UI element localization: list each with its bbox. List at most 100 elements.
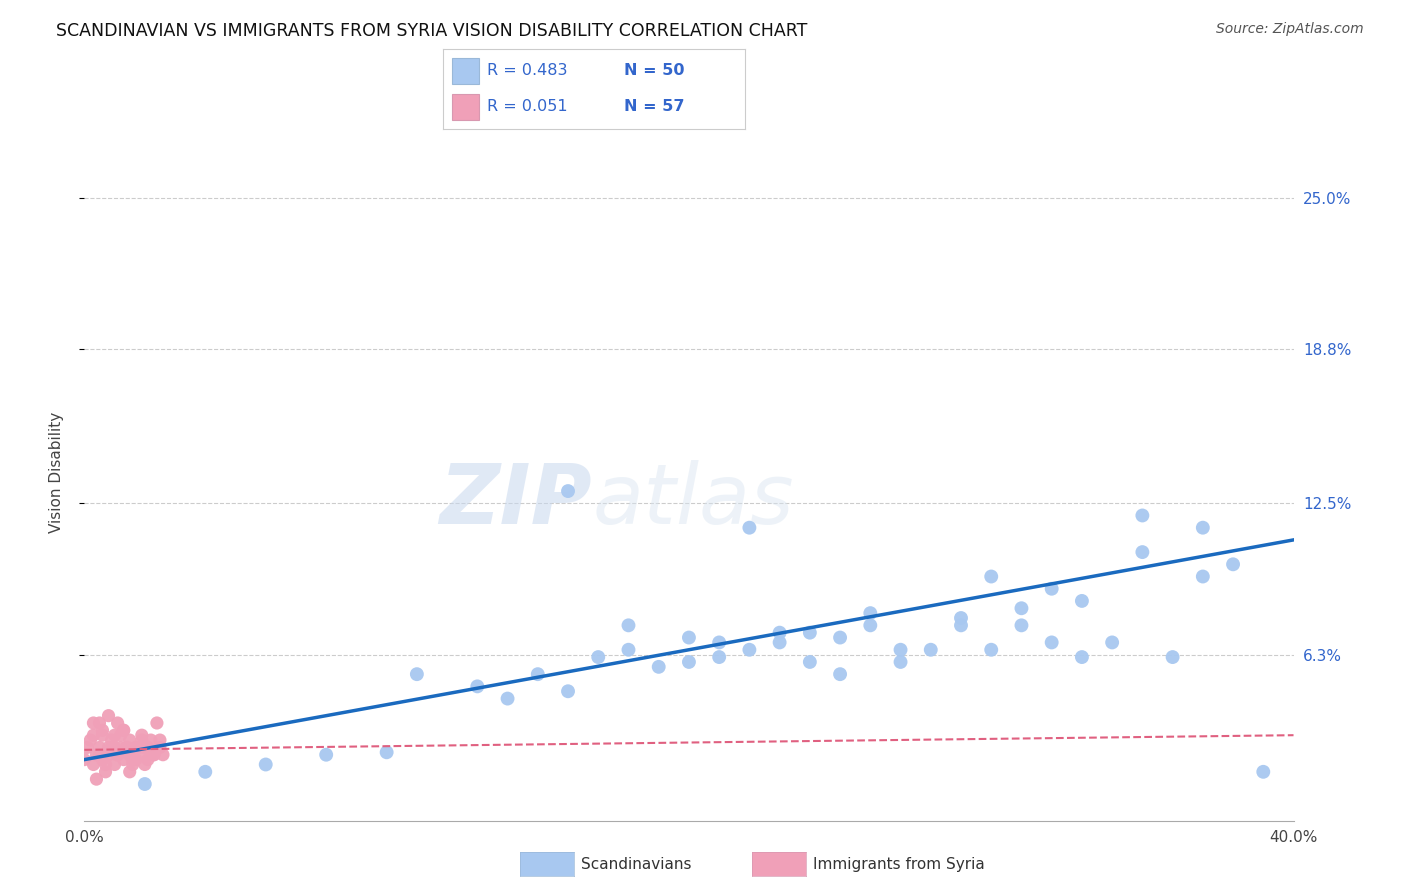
- Point: [1161, 650, 1184, 665]
- Point: [121, 757, 143, 772]
- Point: [82, 716, 104, 731]
- Text: N = 57: N = 57: [624, 99, 685, 114]
- Point: [104, 757, 127, 772]
- Point: [799, 655, 821, 669]
- Point: [738, 521, 761, 535]
- Point: [134, 740, 156, 755]
- Point: [980, 642, 1002, 657]
- Text: atlas: atlas: [592, 460, 794, 541]
- Point: [100, 733, 122, 747]
- Point: [142, 747, 165, 762]
- Text: N = 50: N = 50: [624, 63, 685, 78]
- Point: [100, 740, 122, 755]
- Point: [73, 753, 96, 767]
- Point: [738, 642, 761, 657]
- Point: [152, 747, 174, 762]
- Point: [79, 733, 101, 747]
- Point: [557, 484, 579, 499]
- Text: Immigrants from Syria: Immigrants from Syria: [813, 857, 984, 871]
- Point: [91, 753, 114, 767]
- Point: [139, 747, 162, 762]
- Point: [112, 753, 135, 767]
- Text: R = 0.483: R = 0.483: [486, 63, 567, 78]
- Point: [950, 611, 973, 625]
- Text: ZIP: ZIP: [440, 460, 592, 541]
- Point: [136, 753, 159, 767]
- Text: Scandinavians: Scandinavians: [581, 857, 692, 871]
- Point: [557, 684, 579, 698]
- Point: [139, 733, 162, 747]
- Point: [104, 728, 127, 742]
- Point: [1130, 508, 1153, 523]
- Point: [1192, 569, 1215, 583]
- Point: [128, 740, 150, 755]
- Point: [128, 747, 150, 762]
- Point: [1130, 545, 1153, 559]
- Text: SCANDINAVIAN VS IMMIGRANTS FROM SYRIA VISION DISABILITY CORRELATION CHART: SCANDINAVIAN VS IMMIGRANTS FROM SYRIA VI…: [56, 22, 807, 40]
- Point: [112, 723, 135, 738]
- Point: [118, 747, 141, 762]
- Point: [1071, 594, 1094, 608]
- Point: [950, 618, 973, 632]
- Point: [617, 642, 640, 657]
- Point: [94, 757, 117, 772]
- Point: [980, 569, 1002, 583]
- Point: [194, 764, 217, 779]
- Point: [91, 728, 114, 742]
- Point: [920, 642, 942, 657]
- Point: [149, 733, 172, 747]
- Point: [91, 723, 114, 738]
- Point: [107, 716, 129, 731]
- Point: [1253, 764, 1275, 779]
- Point: [149, 740, 172, 755]
- Point: [588, 650, 610, 665]
- Point: [769, 625, 792, 640]
- Point: [136, 740, 159, 755]
- Point: [678, 655, 700, 669]
- Point: [1040, 582, 1063, 596]
- Point: [406, 667, 429, 681]
- Point: [375, 745, 398, 759]
- Point: [131, 733, 153, 747]
- Point: [76, 740, 98, 755]
- Point: [769, 635, 792, 649]
- Point: [86, 747, 108, 762]
- Point: [110, 728, 132, 742]
- Point: [97, 740, 120, 755]
- Point: [1101, 635, 1123, 649]
- Point: [1011, 601, 1033, 615]
- Point: [830, 667, 852, 681]
- Point: [617, 618, 640, 632]
- Point: [125, 740, 148, 755]
- Point: [112, 723, 135, 738]
- Point: [890, 642, 912, 657]
- Point: [89, 740, 111, 755]
- Point: [315, 747, 337, 762]
- Point: [134, 757, 156, 772]
- Bar: [451, 94, 479, 120]
- Point: [648, 660, 671, 674]
- Point: [1071, 650, 1094, 665]
- Point: [110, 740, 132, 755]
- Point: [146, 716, 169, 731]
- Point: [115, 740, 138, 755]
- Point: [890, 655, 912, 669]
- Text: R = 0.051: R = 0.051: [486, 99, 568, 114]
- Point: [89, 716, 111, 731]
- Point: [82, 728, 104, 742]
- Point: [1192, 521, 1215, 535]
- Bar: [451, 58, 479, 84]
- Point: [131, 728, 153, 742]
- Point: [118, 733, 141, 747]
- Point: [254, 757, 277, 772]
- Point: [86, 772, 108, 786]
- Point: [142, 747, 165, 762]
- Point: [859, 606, 882, 620]
- Point: [89, 747, 111, 762]
- Point: [830, 631, 852, 645]
- Point: [94, 764, 117, 779]
- Point: [1040, 635, 1063, 649]
- Point: [82, 757, 104, 772]
- Point: [121, 753, 143, 767]
- Point: [125, 753, 148, 767]
